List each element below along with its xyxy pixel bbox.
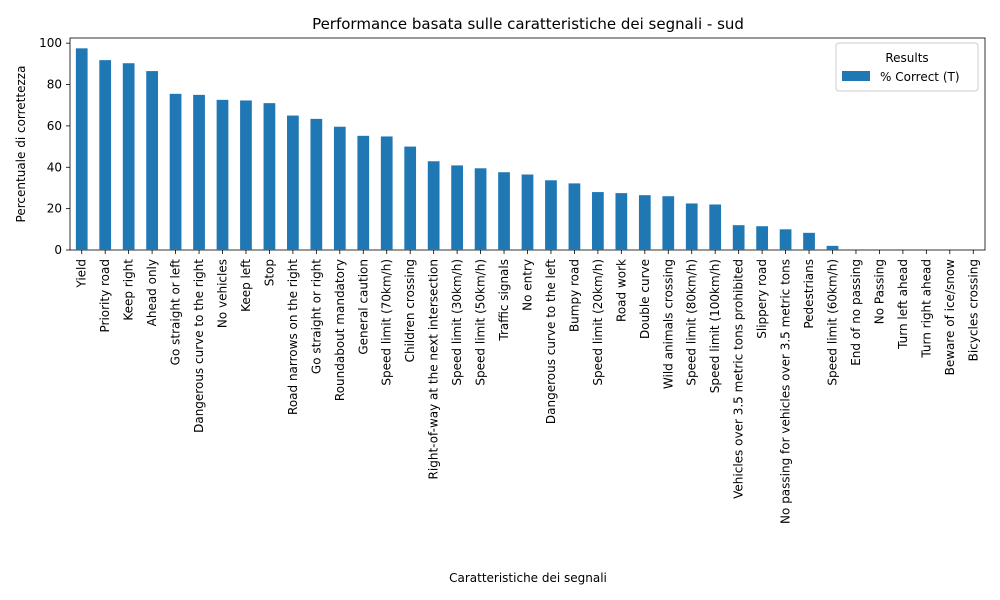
y-tick-label: 80 <box>47 78 62 92</box>
x-tick-label: Bicycles crossing <box>966 259 980 361</box>
y-axis: 0 20 40 60 80 100 <box>39 36 70 257</box>
x-tick-label: Slippery road <box>755 259 769 339</box>
legend-title: Results <box>885 51 928 65</box>
bar <box>75 48 88 251</box>
y-axis-label: Percentuale di correttezza <box>14 66 28 223</box>
x-tick-label: No passing for vehicles over 3.5 metric … <box>779 259 793 524</box>
bar <box>568 183 581 250</box>
bar <box>380 136 393 250</box>
bar <box>357 135 370 250</box>
x-tick-label: Speed limit (100km/h) <box>708 259 722 393</box>
x-tick-label: Double curve <box>638 259 652 339</box>
legend-series-label: % Correct (T) <box>880 70 960 84</box>
bar <box>263 103 276 251</box>
chart-title: Performance basata sulle caratteristiche… <box>312 15 744 33</box>
x-axis: Yield Priority road Keep right Ahead only Go… <box>75 250 980 524</box>
legend-box <box>835 42 979 92</box>
bar <box>685 203 698 250</box>
x-tick-label: No entry <box>521 259 535 311</box>
bar <box>709 204 722 250</box>
x-tick-label: Traffic signals <box>497 259 511 342</box>
bar <box>451 165 463 250</box>
x-tick-label: Go straight or right <box>309 259 323 374</box>
x-tick-label: Speed limit (20km/h) <box>591 259 605 386</box>
x-tick-label: Dangerous curve to the right <box>192 259 206 433</box>
x-tick-label: Vehicles over 3.5 metric tons prohibited <box>732 259 746 499</box>
bar <box>756 226 768 250</box>
x-tick-label: Children crossing <box>403 259 417 362</box>
bar <box>216 99 229 250</box>
x-tick-label: Dangerous curve to the left <box>544 259 558 424</box>
legend: Results % Correct (T) <box>835 42 979 92</box>
x-tick-label: Yield <box>75 259 89 289</box>
bar <box>146 71 158 250</box>
x-tick-label: Turn left ahead <box>896 259 910 350</box>
x-tick-label: Roundabout mandatory <box>333 259 347 401</box>
x-tick-label: Ahead only <box>145 259 159 326</box>
y-tick-label: 60 <box>47 119 62 133</box>
bar <box>779 229 792 250</box>
bar <box>474 168 487 250</box>
y-tick-label: 40 <box>47 160 62 174</box>
bar <box>662 196 675 250</box>
x-tick-label: Right-of-way at the next intersection <box>427 259 441 479</box>
y-tick-label: 100 <box>39 36 62 50</box>
x-tick-label: Priority road <box>98 259 112 333</box>
bar <box>310 118 323 251</box>
x-axis-label: Caratteristiche dei segnali <box>449 571 607 585</box>
x-tick-label: No Passing <box>872 259 886 324</box>
y-tick-label: 20 <box>47 202 62 216</box>
x-tick-label: General caution <box>356 259 370 355</box>
bar <box>615 193 628 250</box>
x-tick-label: Speed limit (50km/h) <box>474 259 488 386</box>
bar <box>803 232 815 250</box>
bar <box>333 126 346 250</box>
bar <box>521 174 534 250</box>
x-tick-label: End of no passing <box>849 259 863 366</box>
bar <box>404 146 417 250</box>
x-tick-label: Road narrows on the right <box>286 259 300 415</box>
bar <box>545 180 557 250</box>
bar <box>638 195 651 250</box>
x-tick-label: No vehicles <box>216 259 230 328</box>
bar <box>732 225 745 250</box>
x-tick-label: Speed limit (80km/h) <box>685 259 699 386</box>
bar <box>592 192 604 250</box>
y-tick-label: 0 <box>54 243 62 257</box>
x-tick-label: Bumpy road <box>567 259 581 332</box>
x-tick-label: Keep left <box>239 259 253 312</box>
x-tick-label: Pedestrians <box>802 259 816 329</box>
x-tick-label: Stop <box>262 259 276 286</box>
x-tick-label: Speed limit (70km/h) <box>380 259 394 386</box>
legend-swatch <box>842 71 870 81</box>
x-tick-label: Speed limit (60km/h) <box>826 259 840 386</box>
bar <box>287 115 299 250</box>
x-tick-label: Road work <box>614 259 628 322</box>
bar <box>240 100 252 251</box>
x-tick-label: Go straight or left <box>169 259 183 366</box>
x-tick-label: Beware of ice/snow <box>943 259 957 376</box>
x-tick-label: Wild animals crossing <box>661 259 675 389</box>
bar <box>122 63 135 250</box>
bar <box>427 161 440 250</box>
bar <box>498 172 510 250</box>
x-tick-label: Keep right <box>122 259 136 321</box>
bar <box>826 245 839 250</box>
bar <box>99 60 112 250</box>
bar <box>193 94 205 250</box>
x-tick-label: Turn right ahead <box>919 259 933 359</box>
x-tick-label: Speed limit (30km/h) <box>450 259 464 386</box>
bars-group <box>75 48 839 251</box>
bar <box>169 93 182 250</box>
